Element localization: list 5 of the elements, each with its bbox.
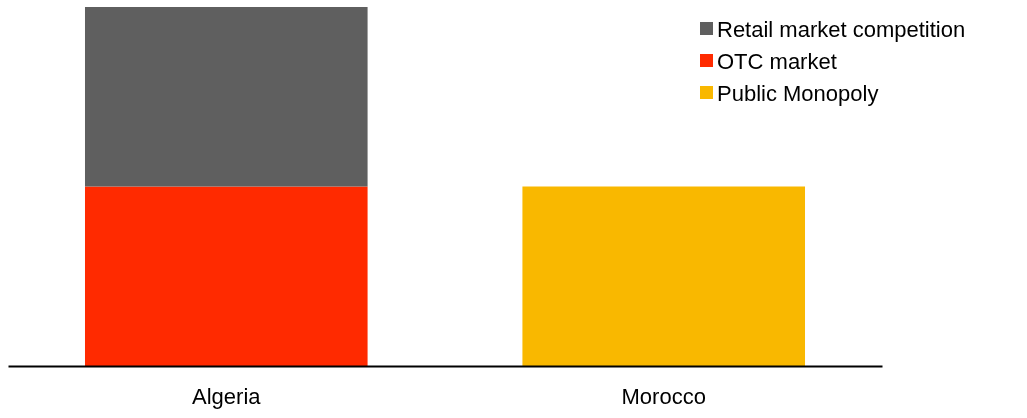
legend-label: Public Monopoly — [717, 81, 879, 106]
x-tick-label: Morocco — [621, 383, 706, 409]
legend-label: Retail market competition — [717, 17, 966, 42]
x-tick-label: Algeria — [192, 383, 262, 409]
legend-label: OTC market — [717, 49, 837, 74]
